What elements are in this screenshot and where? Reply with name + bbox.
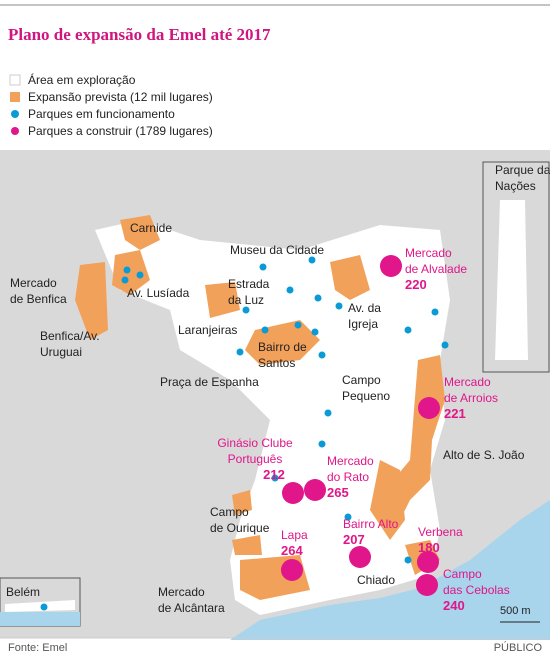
inset-nacoes-area: [495, 200, 528, 360]
new-park-name: Bairro Alto: [343, 517, 399, 531]
place-label: Nações: [495, 179, 536, 193]
place-label: Uruguai: [40, 345, 82, 359]
place-label: Bairro de: [258, 340, 307, 354]
river: [230, 500, 550, 640]
new-park-capacity: 212: [263, 467, 285, 482]
place-label: da Luz: [228, 293, 264, 307]
new-park-marker: [281, 559, 303, 581]
place-label: Campo: [342, 373, 381, 387]
new-park-marker: [349, 546, 371, 568]
new-park-name: Mercado: [327, 454, 374, 468]
expansion-areas: [75, 215, 530, 600]
place-label: Praça de Espanha: [160, 375, 259, 389]
place-label: Av. da: [348, 301, 381, 315]
new-park-marker: [304, 479, 326, 501]
scale-label: 500 m: [500, 605, 531, 617]
brand: PÚBLICO: [494, 641, 543, 654]
place-label: de Ourique: [210, 521, 270, 535]
place-label: Parque das: [495, 163, 550, 177]
place-label: Benfica/Av.: [40, 329, 100, 343]
new-park-name: Ginásio Clube: [217, 436, 293, 450]
new-park-name: Português: [228, 452, 283, 466]
legend-label: Área em exploração: [28, 72, 136, 87]
new-park-marker: [418, 397, 440, 419]
new-park-marker: [416, 574, 438, 596]
new-park-name: Verbena: [418, 525, 463, 539]
legend-swatch: [11, 110, 19, 118]
place-label: de Alcântara: [158, 601, 225, 615]
inset-belem-area: [5, 600, 75, 612]
legend-label: Expansão prevista (12 mil lugares): [28, 90, 213, 104]
place-label: Estrada: [228, 277, 270, 291]
new-park-capacity: 220: [405, 277, 427, 292]
source: Fonte: Emel: [8, 642, 67, 654]
new-park-name: Mercado: [405, 246, 452, 260]
legend-swatch: [9, 74, 21, 86]
place-label: Alto de S. João: [443, 448, 525, 462]
title: Plano de expansão da Emel até 2017: [8, 25, 271, 44]
place-label: Mercado: [158, 585, 205, 599]
place-label: de Benfica: [10, 292, 67, 306]
new-park-name: de Alvalade: [405, 262, 467, 276]
new-park-name: do Rato: [327, 470, 369, 484]
place-label: Carnide: [130, 221, 172, 235]
place-label: Campo: [210, 505, 249, 519]
legend-swatch: [10, 92, 20, 102]
existing-parks: [40, 256, 449, 611]
new-park-capacity: 265: [327, 485, 349, 500]
new-park-name: Lapa: [281, 528, 308, 542]
new-park-name: Mercado: [444, 375, 491, 389]
place-label: Mercado: [10, 276, 57, 290]
place-label: Santos: [258, 356, 295, 370]
new-park-name: de Arroios: [444, 391, 498, 405]
place-label: Belém: [6, 585, 40, 599]
new-park-capacity: 207: [343, 532, 365, 547]
new-park-name: Campo: [443, 567, 482, 581]
place-label: Av. Lusíada: [127, 286, 190, 300]
legend-swatch: [11, 127, 19, 135]
new-park-marker: [282, 482, 304, 504]
place-label: Pequeno: [342, 389, 390, 403]
place-label: Chiado: [357, 573, 395, 587]
new-park-capacity: 240: [443, 598, 465, 613]
new-park-capacity: 264: [281, 543, 303, 558]
new-park-name: das Cebolas: [443, 583, 510, 597]
new-park-capacity: 221: [444, 406, 466, 421]
new-park-marker: [417, 551, 439, 573]
place-label: Laranjeiras: [178, 323, 237, 337]
legend-label: Parques a construir (1789 lugares): [28, 124, 213, 138]
inset-belem-river: [0, 612, 80, 626]
city-area: [95, 220, 450, 615]
place-label: Igreja: [348, 317, 378, 331]
legend: Área em exploração Expansão prevista (12 …: [9, 72, 213, 138]
place-labels: Carnide Mercado de Benfica Benfica/Av. Urugu…: [6, 163, 550, 615]
place-label: Museu da Cidade: [230, 243, 324, 257]
new-park-capacity: 180: [418, 540, 440, 555]
legend-label: Parques em funcionamento: [28, 107, 175, 121]
new-park-marker: [380, 255, 402, 277]
